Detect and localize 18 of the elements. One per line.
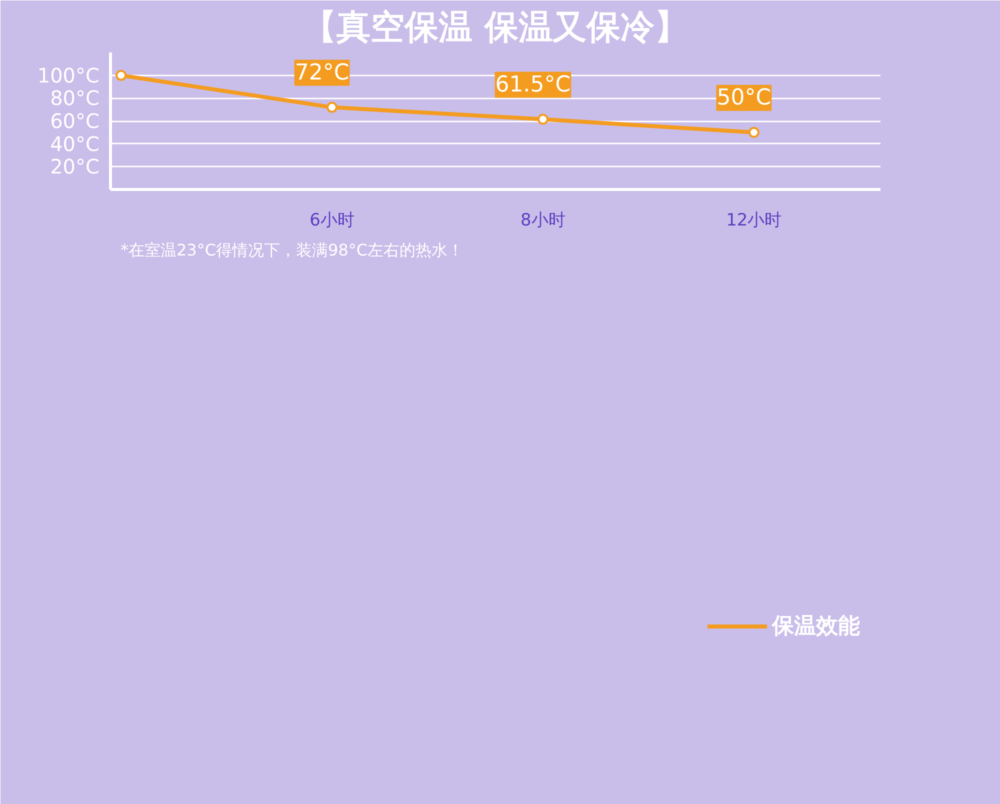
legend-label: 保温效能	[772, 612, 860, 641]
y-tick-label: 40°C	[50, 132, 100, 156]
point	[116, 70, 127, 81]
y-tick-label: 80°C	[50, 86, 100, 110]
point	[326, 102, 338, 113]
y-tick-label: 100°C	[37, 63, 100, 88]
x-tick-label: 6小时	[310, 210, 354, 230]
x-tick-label: 12小时	[726, 210, 782, 230]
data-label: 61.5°C	[495, 72, 571, 98]
data-label: 72°C	[294, 60, 350, 86]
point	[748, 126, 760, 138]
y-tick-label: 60°C	[50, 109, 100, 133]
data-label: 50°C	[716, 85, 772, 110]
chart-title: 【真空保温 保温又保冷】	[302, 8, 688, 48]
point	[537, 114, 548, 125]
y-tick-label: 20°C	[50, 154, 100, 179]
text: *在室温23°C得情况下，装满98°C左右的热水！	[120, 240, 464, 260]
x-tick-label: 8小时	[520, 210, 566, 230]
